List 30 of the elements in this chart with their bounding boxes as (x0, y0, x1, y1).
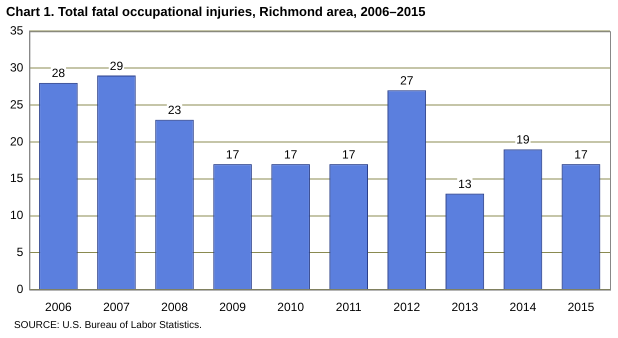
data-label: 29 (110, 58, 124, 73)
data-label: 17 (574, 147, 588, 162)
x-tick-label: 2014 (510, 300, 537, 314)
x-tick-label: 2010 (277, 300, 304, 314)
x-tick-label: 2012 (393, 300, 420, 314)
x-tick-label: 2007 (103, 300, 130, 314)
data-label: 28 (52, 66, 66, 80)
y-tick-label: 15 (10, 171, 24, 186)
y-tick-label: 0 (16, 282, 24, 296)
data-label: 17 (342, 147, 356, 162)
x-tick-label: 2015 (568, 300, 595, 314)
data-label: 27 (400, 74, 414, 88)
y-tick-label: 20 (10, 134, 24, 148)
y-tick-label: 35 (10, 24, 24, 38)
x-tick-label: 2011 (336, 300, 362, 314)
data-label: 17 (284, 147, 298, 162)
data-label: 23 (168, 103, 182, 118)
x-tick-label: 2009 (219, 300, 246, 314)
y-tick-label: 25 (10, 97, 24, 112)
data-label: 19 (516, 132, 530, 147)
x-tick-label: 2013 (451, 300, 479, 314)
data-label: 13 (458, 176, 472, 191)
source-note: SOURCE: U.S. Bureau of Labor Statistics. (14, 320, 202, 331)
y-tick-label: 5 (16, 245, 24, 259)
y-tick-label: 10 (10, 208, 24, 222)
data-label: 17 (226, 147, 240, 162)
x-tick-label: 2008 (161, 300, 188, 314)
x-tick-label: 2006 (45, 300, 72, 314)
chart-title: Chart 1. Total fatal occupational injuries, Richmond area, 2006–2015 (6, 4, 426, 19)
y-tick-label: 30 (10, 60, 24, 74)
